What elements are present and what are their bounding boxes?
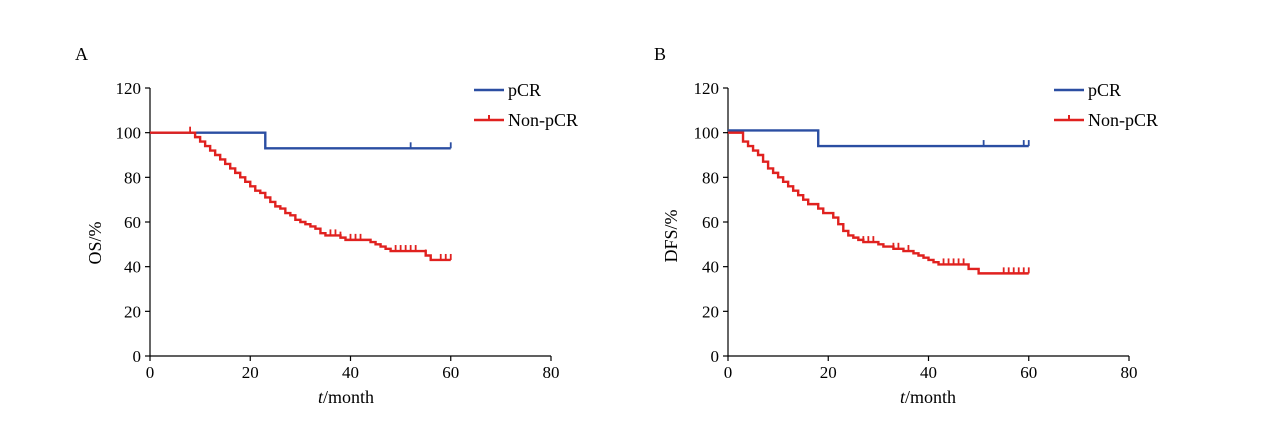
y-tick-label-a-0: 0 [133,347,142,366]
y-tick-label-b-5: 100 [694,124,720,143]
x-axis-label-a: t/month [318,387,374,407]
legend-label-nonpcr-a: Non-pCR [508,110,578,130]
y-tick-label-a-6: 120 [116,79,142,98]
x-axis-label-b: t/month [900,387,956,407]
panel-b: B 0 20 40 60 80 100 120 0 20 40 60 80 t/month DFS/%… [654,44,1158,407]
panel-label-a: A [75,44,88,64]
y-tick-label-b-4: 80 [702,168,719,187]
y-tick-label-b-1: 20 [702,302,719,321]
legend-label-nonpcr-b: Non-pCR [1088,110,1158,130]
x-tick-label-b-0: 0 [724,363,733,382]
x-tick-label-b-2: 40 [920,363,937,382]
series-line-pcr-a [150,131,451,150]
panel-label-b: B [654,44,666,64]
y-tick-label-b-3: 60 [702,213,719,232]
y-tick-label-a-4: 80 [124,168,141,187]
plot-area-a: 0 20 40 60 80 100 120 0 20 40 60 80 [116,79,560,382]
legend-label-pcr-a: pCR [508,80,541,100]
series-line-nonpcr-a [150,131,451,262]
series-line-nonpcr-b [728,131,1029,275]
y-tick-label-a-5: 100 [116,124,142,143]
legend-b: pCR Non-pCR [1054,80,1158,130]
x-tick-label-b-1: 20 [820,363,837,382]
x-tick-label-b-4: 80 [1121,363,1138,382]
y-tick-label-b-0: 0 [711,347,720,366]
series-line-pcr-b [728,129,1029,148]
y-axis-label-b: DFS/% [661,209,681,262]
legend-a: pCR Non-pCR [474,80,578,130]
y-tick-label-b-2: 40 [702,258,719,277]
x-tick-label-a-0: 0 [146,363,155,382]
plot-area-b: 0 20 40 60 80 100 120 0 20 40 60 80 [694,79,1138,382]
x-tick-label-a-2: 40 [342,363,359,382]
y-tick-label-a-1: 20 [124,302,141,321]
x-tick-label-a-3: 60 [442,363,459,382]
x-axis-label-italic-b: t [900,387,906,407]
y-axis-label-a: OS/% [85,221,105,264]
x-axis-label-rest-b: /month [905,387,956,407]
y-tick-label-a-3: 60 [124,213,141,232]
x-axis-label-italic-a: t [318,387,324,407]
y-tick-label-b-6: 120 [694,79,720,98]
legend-label-pcr-b: pCR [1088,80,1121,100]
x-axis-label-rest-a: /month [323,387,374,407]
x-tick-label-a-1: 20 [242,363,259,382]
x-tick-label-a-4: 80 [543,363,560,382]
x-tick-label-b-3: 60 [1020,363,1037,382]
y-tick-label-a-2: 40 [124,258,141,277]
